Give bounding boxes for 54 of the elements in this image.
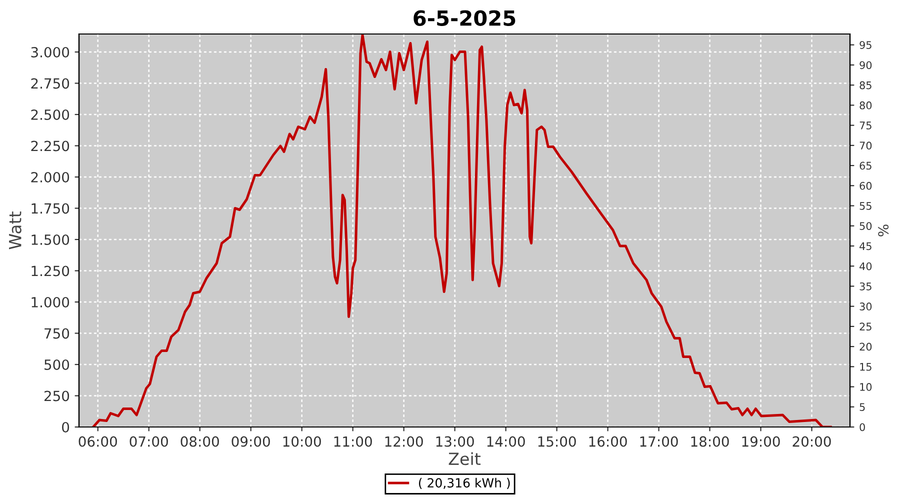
y-tick-label: 2.750: [31, 78, 70, 89]
y2-tick-label: 25: [860, 322, 872, 331]
y2-tick-label: 55: [860, 202, 872, 210]
x-tick-label: 17:00: [640, 436, 678, 447]
x-tick-label: 13:00: [436, 436, 474, 447]
y2-tick-label: 80: [860, 101, 872, 110]
x-tick-label: 16:00: [589, 436, 627, 447]
x-tick-label: 20:00: [792, 436, 831, 447]
y2-tick-label: 95: [860, 41, 872, 49]
y2-tick-label: 35: [860, 282, 872, 290]
y2-tick-label: 85: [860, 81, 872, 90]
y2-tick-label: 5: [860, 403, 865, 411]
x-axis-title: Zeit: [448, 452, 481, 466]
x-tick-label: 09:00: [232, 436, 270, 447]
y2-tick-label: 50: [860, 222, 872, 230]
y2-tick-label: 30: [860, 302, 872, 310]
y-tick-label: 2.500: [31, 109, 70, 120]
line-series: [92, 34, 832, 427]
x-tick-label: 06:00: [78, 436, 117, 447]
y-tick-label: 0: [62, 422, 70, 432]
y2-tick-label: 70: [860, 142, 872, 150]
y-tick-label: 750: [44, 328, 70, 339]
y2-tick-label: 15: [860, 363, 872, 371]
y2-tick-label: 40: [860, 262, 872, 270]
y2-tick-label: 65: [860, 162, 872, 170]
y-tick-label: 500: [44, 359, 70, 370]
y2-tick-label: 10: [860, 383, 872, 391]
x-tick-label: 19:00: [742, 436, 780, 447]
y-axis-title: Watt: [9, 212, 22, 250]
x-tick-label: 08:00: [180, 436, 219, 447]
x-tick-label: 12:00: [385, 436, 423, 447]
x-tick-label: 14:00: [487, 436, 525, 447]
y-tick-label: 1.250: [32, 266, 70, 276]
y2-tick-label: 75: [860, 122, 872, 130]
x-tick-label: 18:00: [691, 436, 729, 447]
y2-tick-label: 20: [860, 342, 872, 351]
chart-title: 6-5-2025: [414, 10, 516, 26]
y-tick-label: 1.750: [32, 203, 70, 214]
y2-tick-label: 45: [860, 242, 872, 250]
y-tick-label: 1.500: [32, 234, 70, 245]
y2-tick-label: 60: [860, 182, 872, 190]
y2-tick-label: 90: [860, 61, 872, 70]
y-tick-label: 2.250: [31, 140, 70, 152]
y-tick-label: 250: [44, 390, 70, 402]
y2-axis-title: %: [878, 224, 889, 236]
x-tick-label: 11:00: [334, 436, 372, 447]
x-tick-label: 15:00: [538, 436, 576, 447]
y-tick-label: 2.000: [31, 172, 70, 182]
y-tick-label: 1.000: [32, 296, 70, 308]
legend-label: ( 20,316 kWh ): [418, 478, 510, 490]
y-tick-label: 3.000: [31, 46, 70, 58]
x-tick-label: 10:00: [283, 436, 321, 447]
x-tick-label: 07:00: [130, 436, 168, 447]
y2-tick-label: 0: [860, 423, 865, 432]
